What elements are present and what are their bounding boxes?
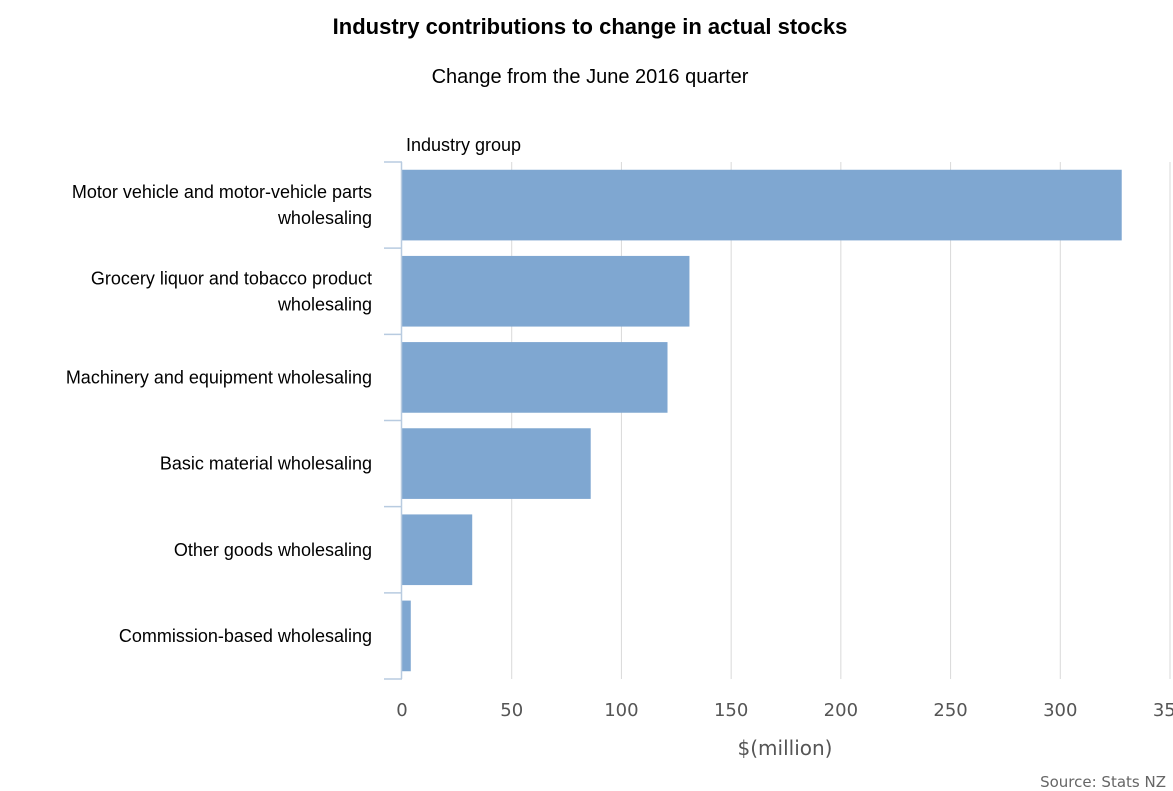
bar <box>402 514 473 586</box>
category-axis <box>384 161 403 680</box>
x-tick-label: 150 <box>714 700 748 721</box>
bar <box>402 600 411 672</box>
category-label: Motor vehicle and motor-vehicle parts who… <box>72 182 372 228</box>
chart-subtitle: Change from the June 2016 quarter <box>431 66 749 88</box>
value-tick-labels: 0 50 100 150 200 250 300 350 <box>396 700 1173 721</box>
bars <box>402 169 1122 672</box>
x-tick-label: 250 <box>933 700 967 721</box>
chart-title: Industry contributions to change in actu… <box>332 14 848 39</box>
bar <box>402 342 668 413</box>
gridlines <box>511 162 1171 679</box>
category-label: Machinery and equipment wholesaling <box>66 367 372 387</box>
x-tick-label: 350 <box>1153 700 1173 721</box>
bar <box>402 428 591 499</box>
x-tick-label: 100 <box>604 700 638 721</box>
x-tick-label: 300 <box>1043 700 1077 721</box>
bar <box>402 255 690 327</box>
category-label: Basic material wholesaling <box>160 454 372 474</box>
x-tick-label: 50 <box>500 700 523 721</box>
category-label: Other goods wholesaling <box>174 540 372 560</box>
x-axis-title: $(million) <box>738 736 833 760</box>
category-label: Grocery liquor and tobacco product wholes… <box>91 268 372 314</box>
x-tick-label: 200 <box>824 700 858 721</box>
y-axis-title: Industry group <box>406 135 521 155</box>
x-tick-label: 0 <box>396 700 407 721</box>
category-label: Commission-based wholesaling <box>119 626 372 646</box>
source-credit: Source: Stats NZ <box>1040 773 1166 791</box>
bar <box>402 169 1122 241</box>
category-labels: Motor vehicle and motor-vehicle parts who… <box>66 182 372 646</box>
